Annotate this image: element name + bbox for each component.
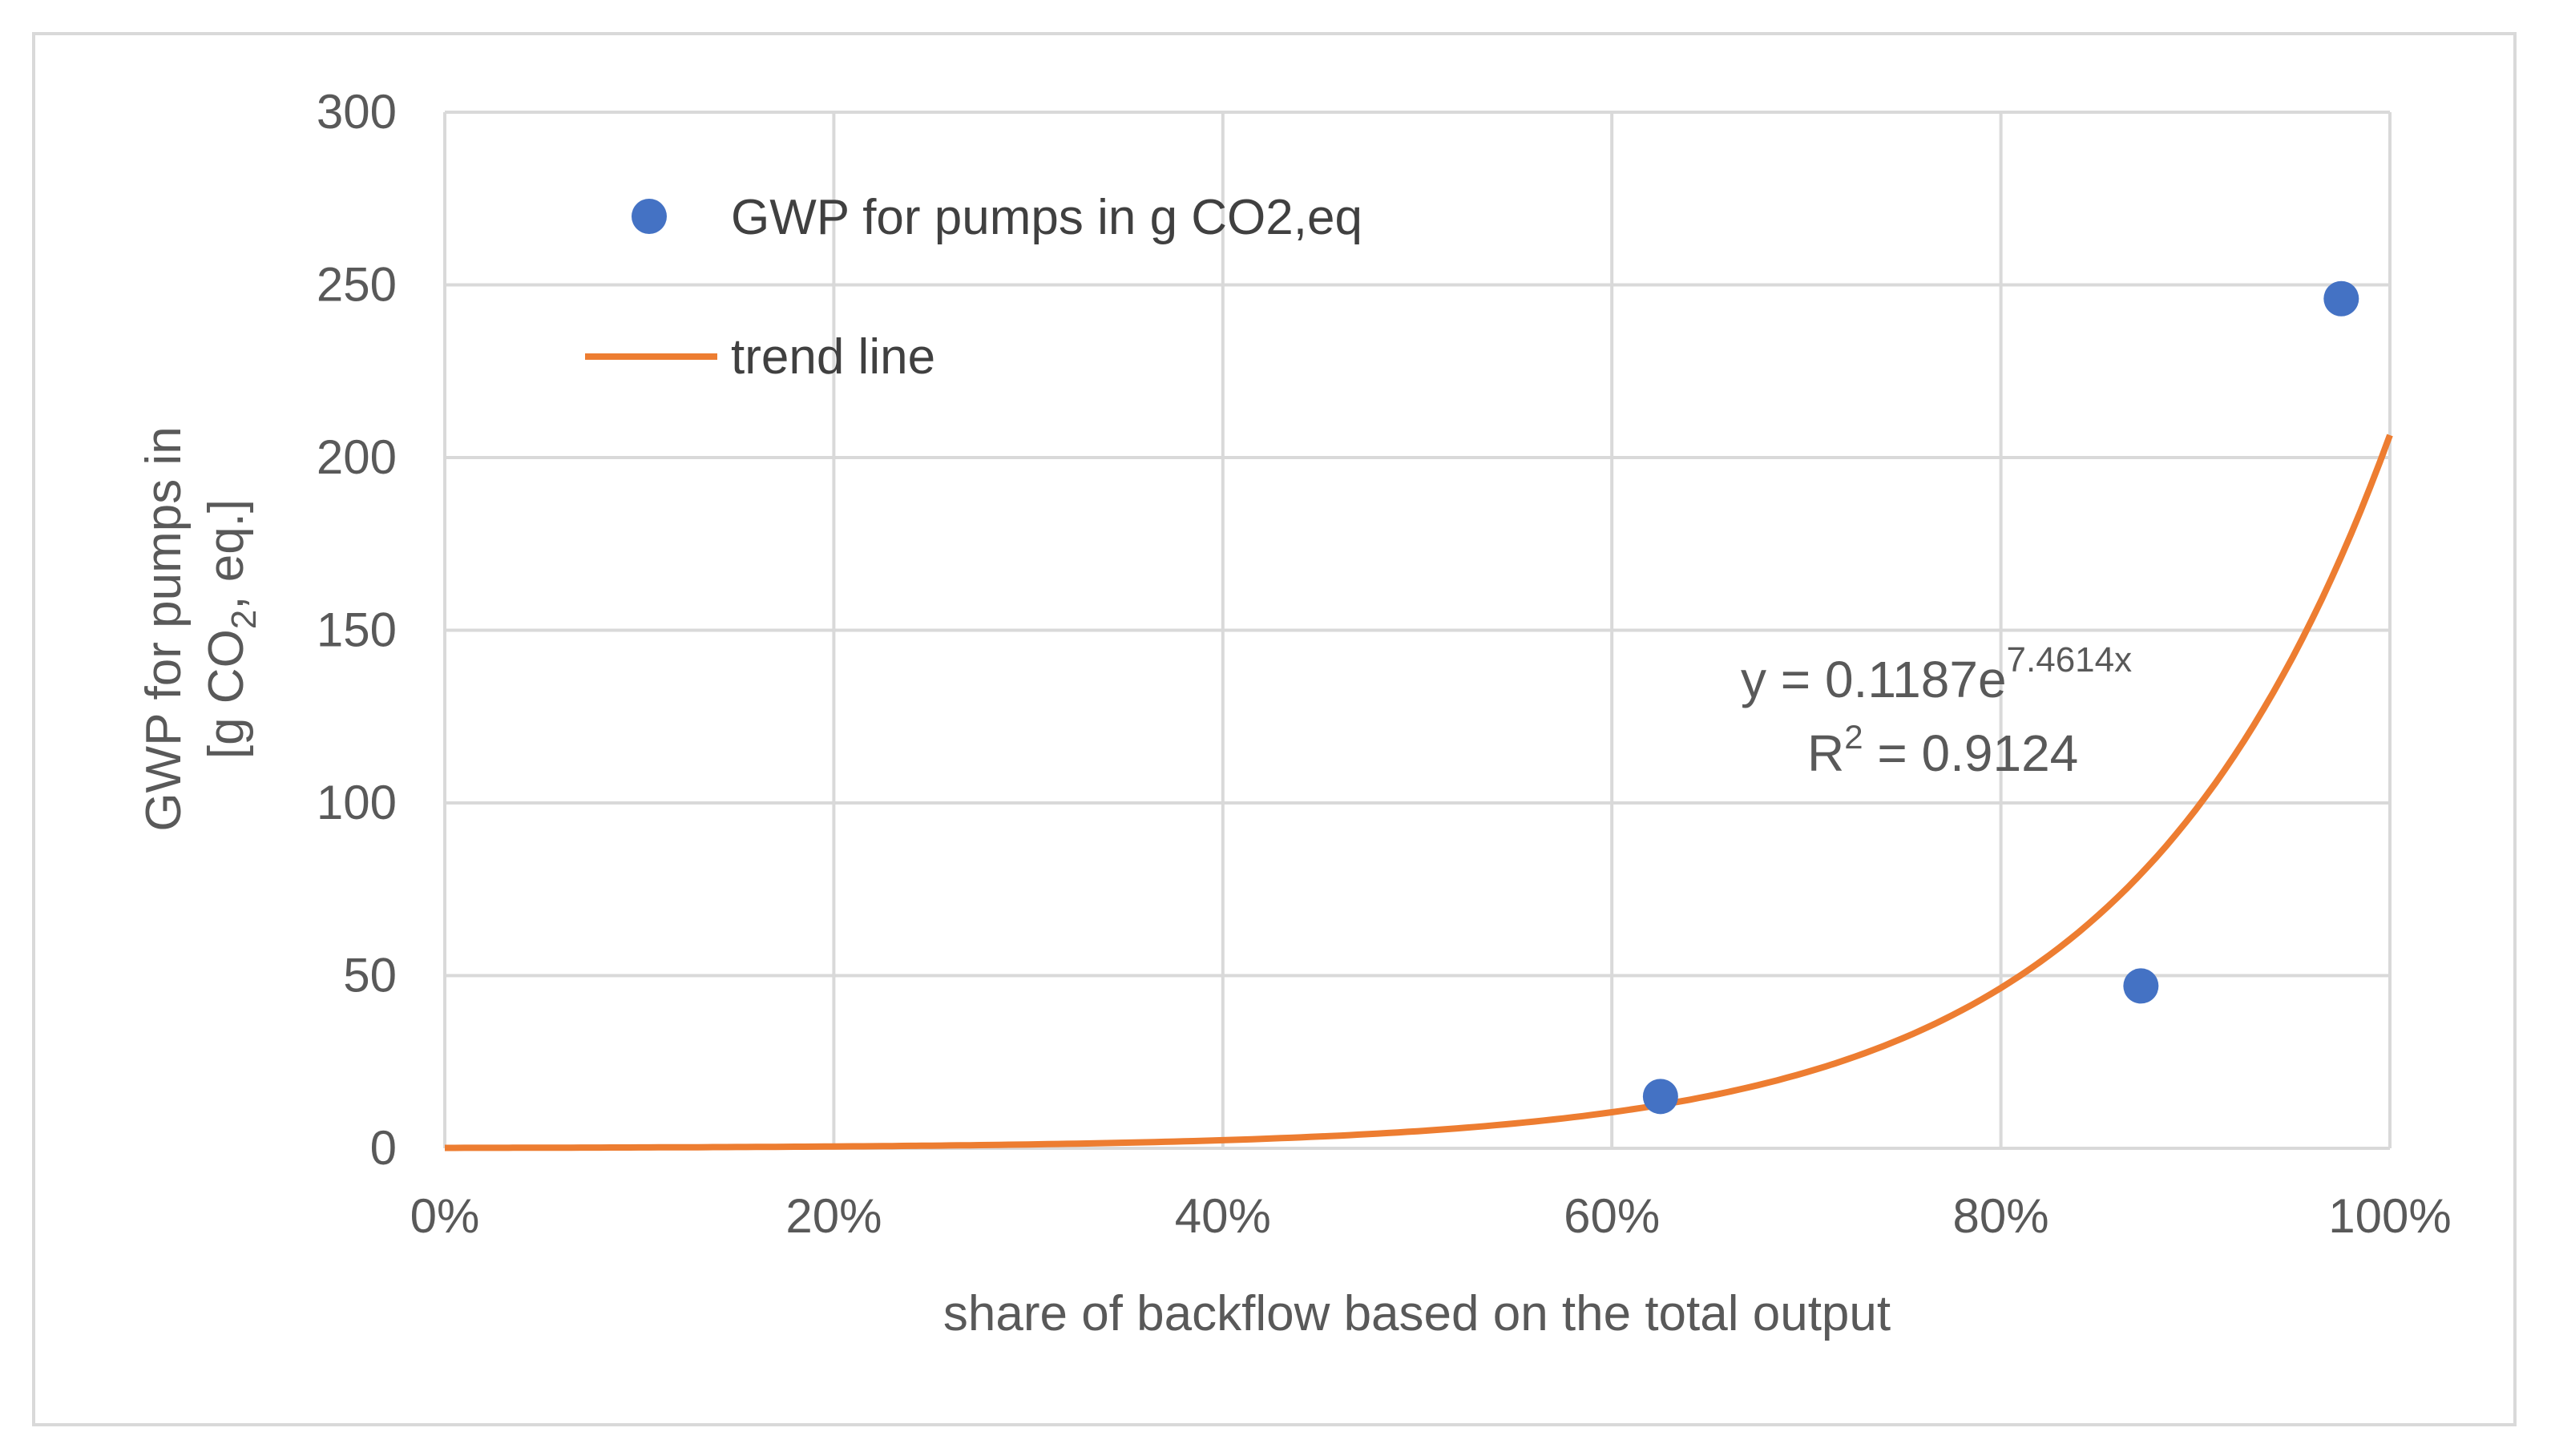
- equation-exponent: 7.4614x: [2007, 640, 2133, 680]
- equation-base: y = 0.1187e: [1741, 651, 2007, 708]
- y-tick-label: 250: [317, 258, 397, 312]
- x-tick-label: 80%: [1953, 1189, 2049, 1243]
- y-axis-title-prefix: [g CO: [199, 629, 254, 759]
- tick-labels: 0 50 100 150 200 250 300 0% 20% 40% 60% 80% 100%: [317, 85, 2452, 1243]
- y-axis-title-suffix: , eq.]: [199, 499, 254, 610]
- y-axis-title-subscript: 2: [224, 610, 264, 629]
- trendline-r-squared: R2 = 0.9124: [1807, 718, 2078, 782]
- y-tick-label: 200: [317, 430, 397, 484]
- x-tick-label: 0%: [410, 1189, 480, 1243]
- data-point: [2123, 968, 2159, 1004]
- r2-value: = 0.9124: [1863, 724, 2079, 782]
- y-tick-label: 150: [317, 603, 397, 657]
- legend-label-trendline: trend line: [731, 329, 935, 385]
- y-tick-label: 100: [317, 776, 397, 829]
- legend-label-points: GWP for pumps in g CO2,eq: [731, 190, 1362, 245]
- r2-base: R: [1807, 724, 1844, 782]
- x-axis-title: share of backflow based on the total out…: [943, 1286, 1891, 1341]
- r2-superscript: 2: [1844, 718, 1863, 756]
- x-tick-label: 60%: [1564, 1189, 1660, 1243]
- trendline-equation: y = 0.1187e7.4614x: [1741, 640, 2132, 708]
- y-axis-title: GWP for pumps in [g CO2, eq.]: [136, 426, 264, 831]
- y-tick-label: 50: [343, 949, 397, 1002]
- data-point: [2323, 280, 2359, 317]
- x-tick-label: 20%: [785, 1189, 882, 1243]
- grid-lines: [443, 111, 2392, 1150]
- legend-marker-points: [632, 199, 667, 234]
- x-tick-label: 40%: [1175, 1189, 1271, 1243]
- y-tick-label: 0: [370, 1121, 397, 1175]
- trendline-path: [445, 434, 2393, 1151]
- legend: GWP for pumps in g CO2,eq trend line: [585, 190, 1362, 385]
- y-axis-title-line2: [g CO2, eq.]: [199, 499, 264, 759]
- plot-area: [445, 280, 2393, 1151]
- y-axis-title-line1: GWP for pumps in: [136, 426, 192, 831]
- data-point: [1642, 1079, 1678, 1115]
- y-tick-label: 300: [317, 85, 397, 139]
- x-tick-label: 100%: [2328, 1189, 2451, 1243]
